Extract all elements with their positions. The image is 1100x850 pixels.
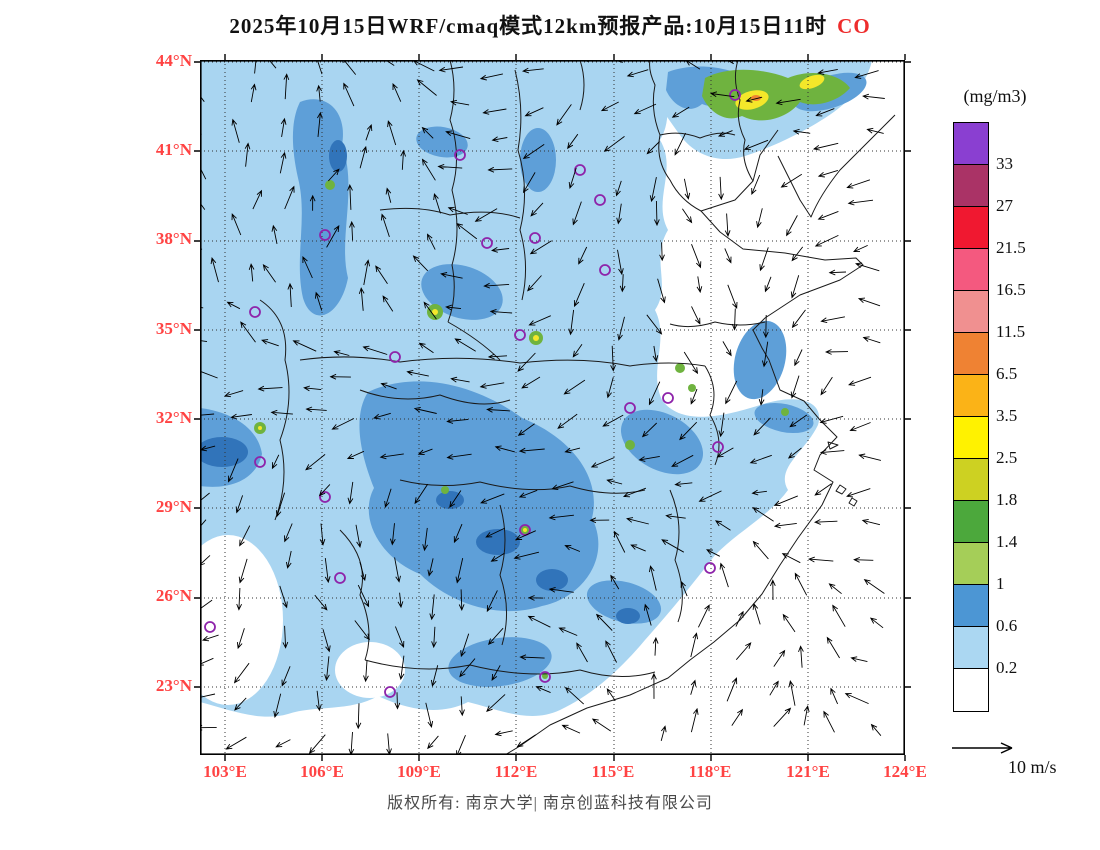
lon-label-103e: 103°E [203,762,247,781]
colorbar-tick: 6.5 [996,364,1018,383]
colorbar-tick: 1.8 [996,490,1018,509]
lat-label-23n: 23°N [155,676,192,695]
wind-reference-arrow [952,742,1013,754]
colorbar-cell [954,375,988,417]
lat-label-26n: 26°N [155,586,192,605]
colorbar-tick: 16.5 [996,280,1026,299]
lon-label-115e: 115°E [591,762,635,781]
colorbar-tick: 1.4 [996,532,1018,551]
lon-label-112e: 112°E [494,762,538,781]
colorbar-tick: 3.5 [996,406,1018,425]
station-markers [204,89,741,698]
colorbar-tick: 2.5 [996,448,1018,467]
coastline-borders [259,60,896,755]
colorbar-tick: 21.5 [996,238,1026,257]
lon-label-106e: 106°E [300,762,344,781]
title-text: 2025年10月15日WRF/cmaq模式12km预报产品:10月15日11时 [229,14,828,38]
lon-label-124e: 124°E [883,762,927,781]
colorbar-cell [954,249,988,291]
colorbar-cell [954,669,988,711]
lat-label-29n: 29°N [155,497,192,516]
colorbar-cell [954,165,988,207]
map-content [200,60,905,755]
legend-units-label: (mg/m3) [963,86,1027,106]
lon-label-109e: 109°E [397,762,441,781]
species-label: CO [837,14,871,38]
colorbar-cell [954,207,988,249]
colorbar-tick: 11.5 [996,322,1026,341]
colorbar-cell [954,333,988,375]
colorbar-cell [954,417,988,459]
lon-label-121e: 121°E [786,762,830,781]
lon-label-118e: 118°E [688,762,732,781]
colorbar-cell [954,123,988,165]
copyright-footer: 版权所有: 南京大学| 南京创蓝科技有限公司 [387,795,713,812]
colorbar-tick: 0.6 [996,616,1018,635]
wind-arrows [200,60,885,755]
lat-label-38n: 38°N [155,229,192,248]
colorbar [953,122,989,712]
forecast-map [194,54,911,761]
co-field-fills [200,60,872,717]
axis-ticks [194,54,911,761]
colorbar-cell [954,543,988,585]
map-frame [200,60,906,756]
lat-label-44n: 44°N [155,51,192,70]
colorbar-cell [954,627,988,669]
colorbar-cell [954,459,988,501]
lat-label-35n: 35°N [155,319,192,338]
page-title: 2025年10月15日WRF/cmaq模式12km预报产品:10月15日11时 C… [0,10,1100,40]
colorbar-tick: 33 [996,154,1013,173]
grid-lines [200,60,905,755]
colorbar-cell [954,501,988,543]
colorbar-tick: 1 [996,574,1005,593]
colorbar-tick: 0.2 [996,658,1018,677]
wind-reference-label: 10 m/s [1008,757,1057,777]
colorbar-tick: 27 [996,196,1013,215]
colorbar-cell [954,291,988,333]
lat-label-32n: 32°N [155,408,192,427]
lat-label-41n: 41°N [155,140,192,159]
colorbar-cell [954,585,988,627]
